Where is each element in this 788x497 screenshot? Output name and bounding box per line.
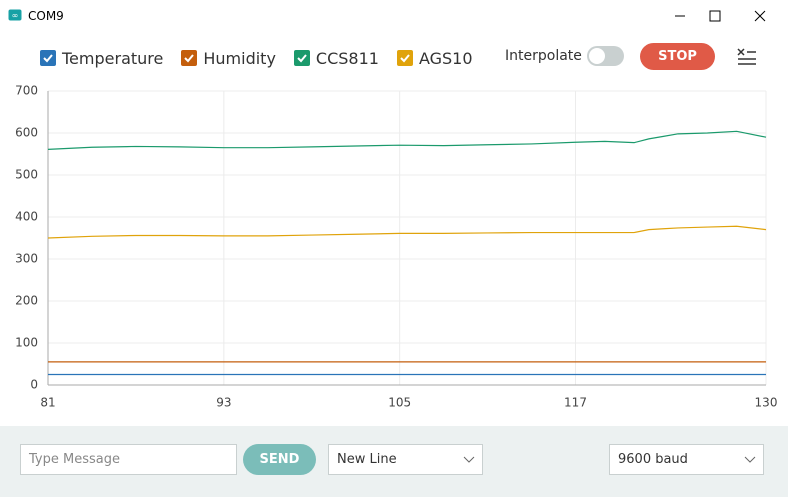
checkmark <box>184 54 195 63</box>
stop-button[interactable]: STOP <box>640 43 715 70</box>
legend-checkbox[interactable] <box>396 50 413 66</box>
legend-item[interactable]: Humidity <box>181 46 276 70</box>
legend-item[interactable]: Temperature <box>40 46 163 70</box>
window-controls[interactable] <box>650 0 788 32</box>
line-ending: New Line <box>337 452 397 467</box>
x-tick-label: 81 <box>40 396 55 410</box>
x-tick-label: 117 <box>564 396 587 410</box>
interpolate-toggle[interactable] <box>586 45 626 67</box>
x-tick-label: 105 <box>388 396 411 410</box>
legend-checkbox[interactable] <box>181 50 198 66</box>
legend-checkbox[interactable] <box>293 50 310 66</box>
y-tick-label: 400 <box>15 210 38 224</box>
line-ending-select[interactable]: New Line <box>328 444 483 475</box>
legend-checkbox[interactable] <box>40 50 56 66</box>
checkmark <box>43 54 53 63</box>
checkbox-fill <box>293 50 310 66</box>
legend-item[interactable]: CCS811 <box>293 46 379 70</box>
checkbox-fill <box>181 50 198 66</box>
series-line <box>47 130 767 150</box>
baud-select[interactable]: 9600 baud <box>609 444 764 475</box>
send-button[interactable]: SEND <box>243 444 316 475</box>
y-tick-label: 300 <box>15 252 38 266</box>
svg-text:∞: ∞ <box>12 11 19 20</box>
checkmark <box>297 54 307 63</box>
dropdown-arrow <box>463 456 475 463</box>
checkbox-fill <box>396 50 413 66</box>
footer: Type Message SEND New Line 9600 baud <box>0 426 788 497</box>
legend-label: AGS10 <box>418 48 473 68</box>
title-bar: ∞ COM9 <box>0 0 788 32</box>
x-tick-label: 130 <box>755 396 778 410</box>
y-tick-label: 100 <box>15 336 38 350</box>
chart: 0 100 200 300 400 500 600 700 81 93 105 117 130 <box>15 84 778 410</box>
y-tick-label: 700 <box>15 84 38 98</box>
legend-label: Humidity <box>203 48 276 68</box>
legend-label: CCS811 <box>315 48 379 68</box>
interpolate-label: Interpolate <box>505 48 582 64</box>
message-input[interactable]: Type Message <box>20 444 237 475</box>
baud-rate: 9600 baud <box>618 452 688 467</box>
legend: Temperature Humidity CCS811 AGS10 <box>40 46 473 70</box>
x-tick-label: 93 <box>216 396 231 410</box>
checkbox-fill <box>40 50 56 66</box>
y-tick-label: 500 <box>15 168 38 182</box>
checkmark <box>400 54 410 63</box>
legend-item[interactable]: AGS10 <box>396 46 473 70</box>
y-tick-label: 200 <box>15 294 38 308</box>
legend-label: Temperature <box>62 48 164 68</box>
app-icon: ∞ <box>8 9 22 21</box>
menu-icon[interactable] <box>736 46 758 66</box>
series-line <box>47 225 767 239</box>
dropdown-arrow <box>744 456 756 463</box>
window-title: COM9 <box>28 9 64 23</box>
y-tick-label: 0 <box>30 378 38 392</box>
y-tick-label: 600 <box>15 126 38 140</box>
